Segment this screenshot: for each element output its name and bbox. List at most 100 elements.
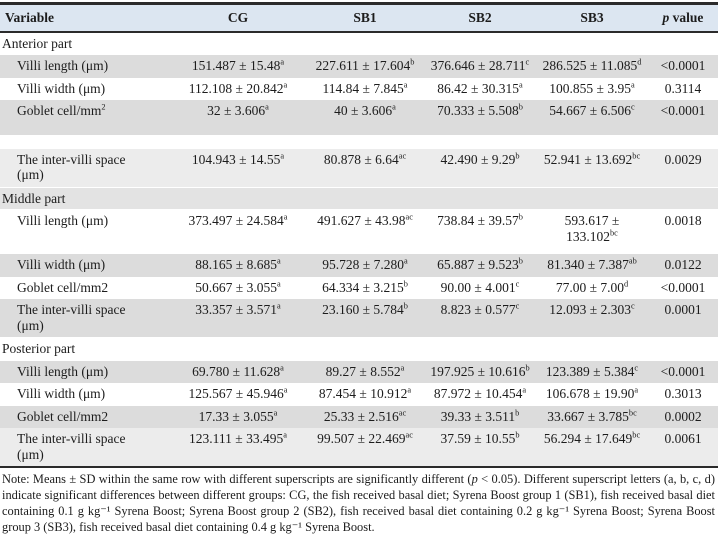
value-cell: 40 ± 3.606a [306, 100, 424, 135]
variable-cell: Goblet cell/mm2 [0, 276, 170, 300]
p-value-cell: 0.3114 [648, 77, 718, 101]
value-cell: 77.00 ± 7.00d [536, 276, 648, 300]
variable-cell: The inter-villi space (μm) [0, 148, 170, 188]
p-value-cell: 0.0061 [648, 428, 718, 469]
note-text: Note: Means ± SD within the same row wit… [2, 472, 472, 487]
value-cell: 32 ± 3.606a [170, 100, 306, 135]
value-cell: 125.567 ± 45.946a [170, 383, 306, 406]
variable-cell: Villi length (μm) [0, 360, 170, 384]
column-header: SB3 [536, 1, 648, 33]
p-value-cell: <0.0001 [648, 54, 718, 78]
header-row: Variable CG SB1 SB2 SB3 p value [0, 1, 718, 33]
value-cell: 37.59 ± 10.55b [424, 428, 536, 469]
value-cell: 39.33 ± 3.511b [424, 405, 536, 429]
value-cell: 373.497 ± 24.584a [170, 209, 306, 255]
p-value-cell: 0.3013 [648, 383, 718, 406]
value-cell: 88.165 ± 8.685a [170, 254, 306, 277]
p-value-cell: 0.0122 [648, 254, 718, 277]
value-cell: 33.357 ± 3.571a [170, 299, 306, 338]
value-cell: 56.294 ± 17.649bc [536, 428, 648, 469]
p-value-cell: <0.0001 [648, 100, 718, 135]
value-cell: 123.389 ± 5.384c [536, 360, 648, 384]
value-cell: 114.84 ± 7.845a [306, 77, 424, 101]
value-cell: 33.667 ± 3.785bc [536, 405, 648, 429]
value-cell: 87.972 ± 10.454a [424, 383, 536, 406]
value-cell: 89.27 ± 8.552a [306, 360, 424, 384]
value-cell: 286.525 ± 11.085d [536, 54, 648, 78]
table-row: Villi length (μm) 373.497 ± 24.584a 491.62… [0, 209, 718, 255]
value-cell: 17.33 ± 3.055a [170, 405, 306, 429]
table-row: The inter-villi space (μm) 104.943 ± 14.55… [0, 148, 718, 188]
variable-cell: Villi length (μm) [0, 209, 170, 255]
table-row: Villi width (μm) 125.567 ± 45.946a 87.454 … [0, 383, 718, 406]
value-cell: 70.333 ± 5.508b [424, 100, 536, 135]
p-value-cell: 0.0001 [648, 299, 718, 338]
value-cell: 50.667 ± 3.055a [170, 276, 306, 300]
value-cell: 593.617 ±133.102bc [536, 209, 648, 255]
value-cell: 491.627 ± 43.98ac [306, 209, 424, 255]
value-cell: 106.678 ± 19.90a [536, 383, 648, 406]
p-value-cell: 0.0002 [648, 405, 718, 429]
section-label: Posterior part [0, 337, 718, 361]
value-cell: 86.42 ± 30.315a [424, 77, 536, 101]
variable-cell: Villi width (μm) [0, 77, 170, 101]
value-cell: 95.728 ± 7.280a [306, 254, 424, 277]
table-row: Villi width (μm) 88.165 ± 8.685a 95.728 ± … [0, 254, 718, 277]
section-row: Anterior part [0, 31, 718, 56]
value-cell: 69.780 ± 11.628a [170, 360, 306, 384]
value-cell: 104.943 ± 14.55a [170, 148, 306, 188]
value-cell: 123.111 ± 33.495a [170, 428, 306, 469]
table-row: Villi width (μm) 112.108 ± 20.842a 114.84 … [0, 77, 718, 101]
table-row: Goblet cell/mm2 50.667 ± 3.055a 64.334 ± 3… [0, 276, 718, 300]
p-value-cell: <0.0001 [648, 360, 718, 384]
column-header: SB2 [424, 1, 536, 33]
results-table: Variable CG SB1 SB2 SB3 p value Anterior part… [0, 1, 718, 469]
table-row: Villi length (μm) 69.780 ± 11.628a 89.27 ±… [0, 360, 718, 384]
table-row: The inter-villi space (μm) 33.357 ± 3.571a… [0, 299, 718, 338]
value-cell: 100.855 ± 3.95a [536, 77, 648, 101]
variable-cell: Villi length (μm) [0, 54, 170, 78]
p-value-cell: <0.0001 [648, 276, 718, 300]
value-cell: 64.334 ± 3.215b [306, 276, 424, 300]
value-cell: 112.108 ± 20.842a [170, 77, 306, 101]
value-cell: 8.823 ± 0.577c [424, 299, 536, 338]
section-label: Middle part [0, 186, 718, 211]
value-cell: 52.941 ± 13.692bc [536, 148, 648, 188]
value-cell: 738.84 ± 39.57b [424, 209, 536, 255]
variable-cell: Goblet cell/mm2 [0, 405, 170, 429]
column-header: CG [170, 1, 306, 33]
table-row: Villi length (μm) 151.487 ± 15.48a 227.611… [0, 54, 718, 78]
table-header: Variable CG SB1 SB2 SB3 p value [0, 1, 718, 33]
value-cell: 25.33 ± 2.516ac [306, 405, 424, 429]
table-row: Goblet cell/mm2 17.33 ± 3.055a 25.33 ± 2.5… [0, 405, 718, 429]
section-row: Posterior part [0, 337, 718, 361]
value-cell: 99.507 ± 22.469ac [306, 428, 424, 469]
value-cell: 42.490 ± 9.29b [424, 148, 536, 188]
column-header: p value [648, 1, 718, 33]
value-cell: 376.646 ± 28.711c [424, 54, 536, 78]
table-row: The inter-villi space (μm) 123.111 ± 33.49… [0, 428, 718, 469]
variable-cell: Goblet cell/mm2 [0, 100, 170, 135]
column-header: SB1 [306, 1, 424, 33]
value-cell: 65.887 ± 9.523b [424, 254, 536, 277]
variable-cell: The inter-villi space (μm) [0, 299, 170, 338]
section-label: Anterior part [0, 31, 718, 56]
value-cell: 23.160 ± 5.784b [306, 299, 424, 338]
value-cell: 54.667 ± 6.506c [536, 100, 648, 135]
variable-cell: Villi width (μm) [0, 254, 170, 277]
variable-cell: The inter-villi space (μm) [0, 428, 170, 469]
value-cell: 12.093 ± 2.303c [536, 299, 648, 338]
p-value-cell: 0.0018 [648, 209, 718, 255]
value-cell: 81.340 ± 7.387ab [536, 254, 648, 277]
table-row: Goblet cell/mm2 32 ± 3.606a 40 ± 3.606a 70.… [0, 100, 718, 135]
table-note: Note: Means ± SD within the same row wit… [0, 468, 718, 535]
value-cell: 197.925 ± 10.616b [424, 360, 536, 384]
spacer-cell [0, 134, 718, 149]
value-cell: 90.00 ± 4.001c [424, 276, 536, 300]
value-cell: 227.611 ± 17.604b [306, 54, 424, 78]
spacer-row [0, 134, 718, 149]
section-row: Middle part [0, 186, 718, 211]
value-cell: 87.454 ± 10.912a [306, 383, 424, 406]
variable-cell: Villi width (μm) [0, 383, 170, 406]
